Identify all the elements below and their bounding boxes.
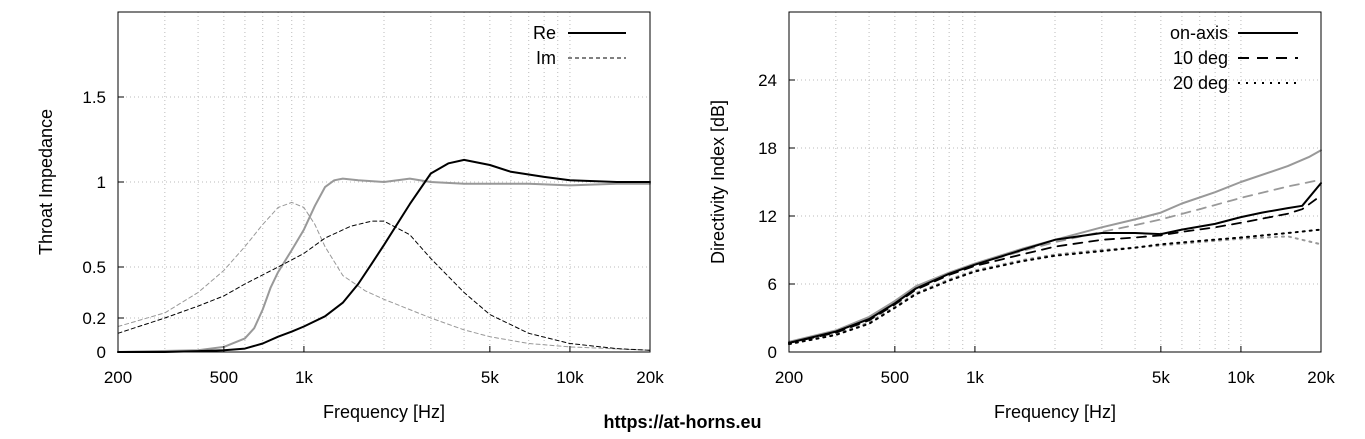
x-tick-label: 20k (636, 368, 664, 387)
x-tick-label: 10k (1227, 368, 1255, 387)
directivity-legend: on-axis 10 deg 20 deg (1170, 23, 1298, 93)
impedance-y-axis-label: Throat Impedance (36, 109, 56, 255)
legend-label-10deg: 10 deg (1173, 48, 1228, 68)
y-tick-label: 0.2 (82, 309, 106, 328)
series-reference (117, 177, 651, 353)
x-tick-label: 20k (1307, 368, 1335, 387)
impedance-series (117, 158, 651, 353)
x-tick-label: 500 (210, 368, 238, 387)
y-tick-label: 6 (768, 275, 777, 294)
x-tick-label: 200 (104, 368, 132, 387)
y-tick-label: 18 (758, 139, 777, 158)
x-tick-label: 10k (556, 368, 584, 387)
impedance-x-axis-label: Frequency [Hz] (323, 402, 445, 422)
y-tick-label: 1 (97, 173, 106, 192)
directivity-y-axis-label: Directivity Index [dB] (708, 100, 728, 264)
series-re (117, 158, 651, 353)
legend-label-on-axis: on-axis (1170, 23, 1228, 43)
series-10-deg (788, 194, 1322, 344)
impedance-chart: 200 500 1k 5k 10k 20k 0 0.2 0.5 1 1.5 Frequency [H… (36, 11, 664, 422)
y-tick-label: 0.5 (82, 258, 106, 277)
impedance-legend: Re Im (533, 23, 626, 68)
impedance-ticks: 200 500 1k 5k 10k 20k 0 0.2 0.5 1 1.5 (82, 88, 664, 387)
series-20-deg (788, 228, 1322, 346)
x-tick-label: 500 (881, 368, 909, 387)
y-tick-label: 24 (758, 71, 777, 90)
x-tick-label: 5k (481, 368, 499, 387)
series-reference (788, 235, 1322, 346)
x-tick-label: 200 (775, 368, 803, 387)
directivity-grid (789, 12, 1321, 352)
series-reference (788, 149, 1322, 343)
x-tick-label: 1k (295, 368, 313, 387)
directivity-series (788, 149, 1322, 346)
y-tick-label: 0 (768, 343, 777, 362)
site-url-label: https://at-horns.eu (603, 412, 762, 432)
x-tick-label: 1k (966, 368, 984, 387)
y-tick-label: 1.5 (82, 88, 106, 107)
y-tick-label: 0 (97, 343, 106, 362)
x-tick-label: 5k (1152, 368, 1170, 387)
series-im (117, 220, 651, 351)
legend-label-re: Re (533, 23, 556, 43)
series-reference (117, 201, 651, 351)
directivity-x-axis-label: Frequency [Hz] (994, 402, 1116, 422)
directivity-ticks: 200 500 1k 5k 10k 20k 0 6 12 18 24 (758, 71, 1335, 387)
directivity-plot-frame (788, 11, 1322, 353)
series-on-axis (788, 182, 1322, 344)
legend-label-20deg: 20 deg (1173, 73, 1228, 93)
impedance-grid (118, 12, 650, 352)
legend-label-im: Im (536, 48, 556, 68)
y-tick-label: 12 (758, 207, 777, 226)
